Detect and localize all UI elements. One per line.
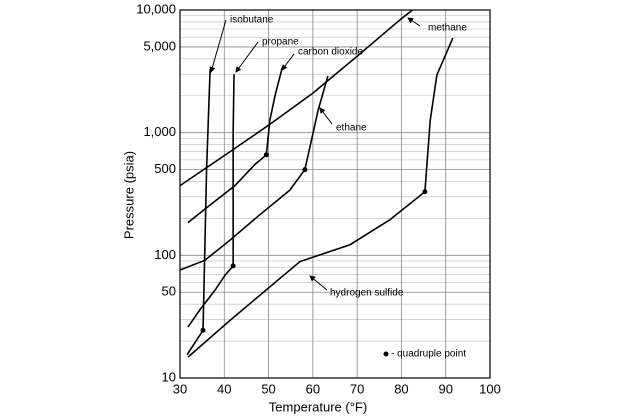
series-label: carbon dioxide xyxy=(298,47,363,58)
x-tick-label: 30 xyxy=(173,381,187,396)
quadruple-point xyxy=(230,263,236,269)
y-tick-label: 10,000 xyxy=(136,1,176,16)
x-tick-label: 40 xyxy=(217,381,231,396)
x-tick-label: 70 xyxy=(350,381,364,396)
leader-line xyxy=(407,17,421,27)
series-line xyxy=(187,74,235,328)
series-label: isobutane xyxy=(230,15,274,26)
y-tick-label: 100 xyxy=(154,247,176,262)
quadruple-point xyxy=(200,327,206,333)
series-line xyxy=(179,9,413,187)
series-line xyxy=(187,37,454,358)
series-label: methane xyxy=(428,23,467,34)
legend-dot xyxy=(383,351,389,357)
y-tick-label: 5,000 xyxy=(143,38,176,53)
leader-line xyxy=(281,53,295,71)
series-label: hydrogen sulfide xyxy=(330,288,404,299)
series-label: propane xyxy=(262,37,299,48)
quadruple-point xyxy=(302,167,308,173)
x-tick-label: 50 xyxy=(261,381,275,396)
quadruple-point xyxy=(422,189,428,195)
leader-line xyxy=(235,41,259,73)
leader-line xyxy=(209,19,227,73)
x-tick-label: 100 xyxy=(479,381,501,396)
x-tick-label: 90 xyxy=(438,381,452,396)
leader-line xyxy=(309,275,328,291)
y-axis-label: Pressure (psia) xyxy=(121,151,136,239)
series-line xyxy=(186,69,211,356)
y-tick-label: 1,000 xyxy=(143,124,176,139)
x-tick-label: 60 xyxy=(306,381,320,396)
series-label: ethane xyxy=(336,123,367,134)
plot-frame xyxy=(179,9,491,379)
x-axis-label: Temperature (°F) xyxy=(269,399,367,414)
y-tick-label: 500 xyxy=(154,161,176,176)
y-tick-label: 10 xyxy=(162,369,176,384)
leader-line xyxy=(319,107,333,125)
series-line xyxy=(187,67,284,224)
y-tick-label: 50 xyxy=(162,284,176,299)
series-line xyxy=(179,75,329,271)
x-tick-label: 80 xyxy=(394,381,408,396)
quadruple-point xyxy=(263,152,269,158)
legend-label: - quadruple point xyxy=(391,349,466,360)
